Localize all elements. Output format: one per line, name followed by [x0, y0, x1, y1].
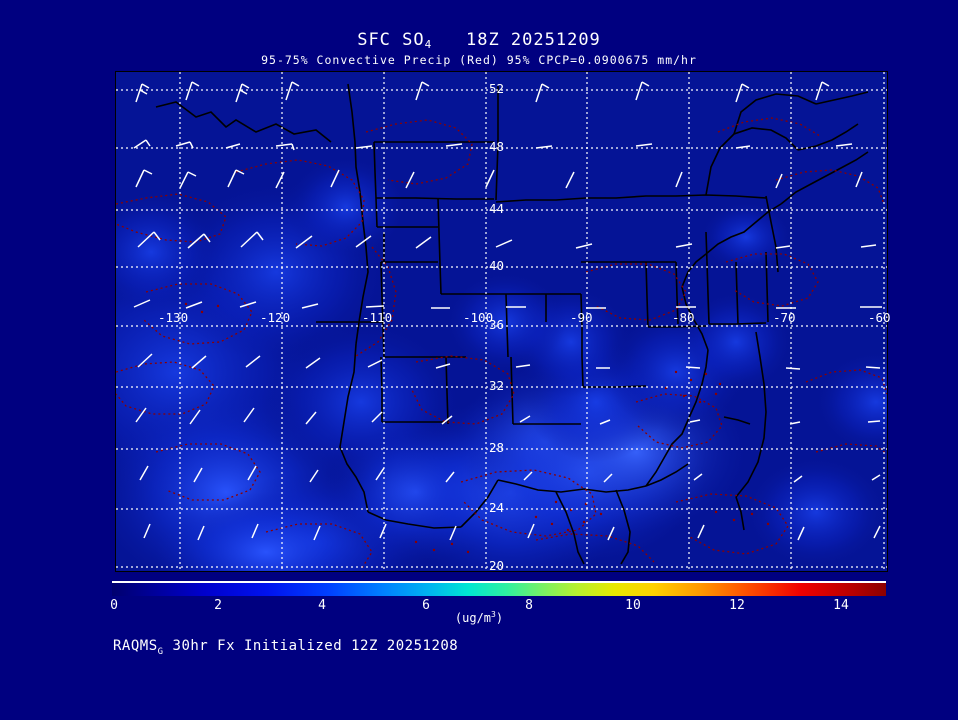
title-variable: SFC SO [357, 30, 425, 50]
ytick-label: 20 [489, 558, 505, 573]
xtick-label: -60 [868, 310, 891, 325]
title-valid-time: 18Z 20251209 [465, 30, 601, 50]
xtick-label: -110 [362, 310, 393, 325]
xtick-label: -130 [158, 310, 189, 325]
page-title: SFC SO4 18Z 20251209 [0, 30, 958, 51]
ytick-label: 40 [489, 258, 505, 273]
title-subscript: 4 [424, 38, 433, 51]
xtick-label: -90 [570, 310, 593, 325]
map-gridlines [116, 72, 887, 571]
ytick-label: 36 [489, 317, 505, 332]
colorbar [112, 581, 886, 596]
colorbar-tick: 14 [833, 598, 849, 613]
xtick-label: -120 [260, 310, 291, 325]
ytick-label: 24 [489, 500, 505, 515]
subtitle: 95-75% Convective Precip (Red) 95% CPCP=… [261, 53, 697, 67]
units-exponent: 3 [491, 610, 496, 619]
colorbar-tick: 2 [214, 598, 222, 613]
colorbar-tick: 6 [422, 598, 430, 613]
ytick-label: 52 [489, 81, 505, 96]
precip-stipple [184, 302, 770, 554]
ytick-label: 32 [489, 378, 505, 393]
ytick-label: 28 [489, 440, 505, 455]
map-canvas [116, 72, 887, 571]
model-subscript: G [157, 646, 164, 657]
colorbar-tick: 4 [318, 598, 326, 613]
colorbar-tick-labels: 0 2 4 6 8 10 12 14 [0, 598, 958, 614]
ytick-label: 44 [489, 201, 505, 216]
colorbar-tick: 10 [625, 598, 641, 613]
forecast-info: 30hr Fx Initialized 12Z 20251208 [172, 638, 459, 654]
convective-precip-contours [116, 117, 887, 569]
wind-barb-field [133, 81, 882, 541]
ytick-label: 48 [489, 139, 505, 154]
xtick-label: -80 [672, 310, 695, 325]
colorbar-tick: 8 [525, 598, 533, 613]
coastline-overlay [155, 83, 869, 565]
xtick-label: -100 [463, 310, 494, 325]
model-name: RAQMS [113, 638, 158, 654]
colorbar-tick: 12 [729, 598, 745, 613]
xtick-label: -70 [773, 310, 796, 325]
colorbar-units-label: (ug/m3) [0, 610, 958, 625]
colorbar-tick: 0 [110, 598, 118, 613]
model-attribution: RAQMSG 30hr Fx Initialized 12Z 20251208 [113, 638, 458, 657]
map-plot-area [115, 71, 888, 572]
units-text: (ug/m [454, 611, 492, 625]
units-close-paren: ) [495, 611, 504, 625]
